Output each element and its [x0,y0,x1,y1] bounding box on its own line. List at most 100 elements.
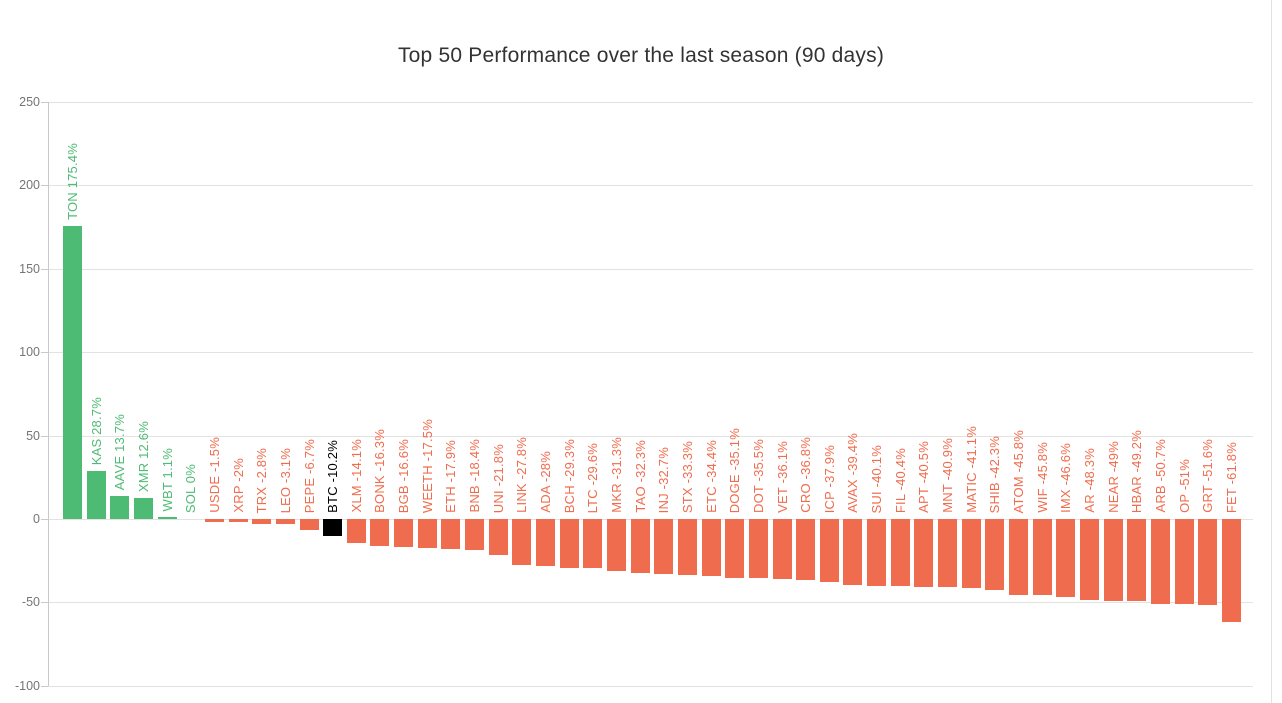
bar-bnb[interactable] [465,519,484,550]
bar-label-fil: FIL -40.4% [893,447,908,513]
bar-imx[interactable] [1056,519,1075,597]
bar-label-ltc: LTC -29.6% [585,442,600,513]
bar-avax[interactable] [843,519,862,585]
bar-label-grt: GRT -51.6% [1200,439,1215,513]
bar-label-hbar: HBAR -49.2% [1129,429,1144,513]
bar-doge[interactable] [725,519,744,578]
bar-eth[interactable] [441,519,460,549]
y-axis-tick-mark [41,185,48,186]
bar-label-mnt: MNT -40.9% [940,438,955,513]
bar-weeth[interactable] [418,519,437,548]
bar-xrp[interactable] [229,519,248,522]
bar-fil[interactable] [891,519,910,586]
gridline [48,102,1253,103]
bar-label-bgb: BGB -16.6% [396,438,411,513]
gridline [48,269,1253,270]
y-axis-tick-label: 250 [19,95,40,109]
bar-label-shib: SHIB -42.3% [987,435,1002,513]
bar-label-icp: ICP -37.9% [822,444,837,513]
bar-label-tao: TAO -32.3% [633,440,648,513]
bar-pepe[interactable] [300,519,319,530]
bar-wif[interactable] [1033,519,1052,595]
bar-bgb[interactable] [394,519,413,547]
bar-label-atom: ATOM -45.8% [1011,429,1026,513]
bar-label-near: NEAR -49% [1106,441,1121,513]
bar-mkr[interactable] [607,519,626,571]
bar-usde[interactable] [205,519,224,522]
bar-matic[interactable] [962,519,981,588]
bar-label-wif: WIF -45.8% [1035,442,1050,513]
bar-dot[interactable] [749,519,768,578]
bar-sui[interactable] [867,519,886,586]
bar-label-xrp: XRP -2% [231,458,246,513]
y-axis-tick-label: -100 [14,679,40,693]
y-axis-tick-label: 0 [33,512,40,526]
bar-inj[interactable] [654,519,673,574]
bar-uni[interactable] [489,519,508,555]
bar-wbt[interactable] [158,517,177,519]
bar-label-etc: ETC -34.4% [704,440,719,513]
bar-ada[interactable] [536,519,555,566]
y-axis-tick-label: 150 [19,262,40,276]
bar-etc[interactable] [702,519,721,576]
bar-shib[interactable] [985,519,1004,590]
y-axis-tick-label: -50 [21,595,40,609]
bar-stx[interactable] [678,519,697,575]
bar-hbar[interactable] [1127,519,1146,601]
bar-label-btc: BTC -10.2% [325,440,340,513]
bar-label-bch: BCH -29.3% [562,438,577,513]
bar-ton[interactable] [63,226,82,519]
bar-bch[interactable] [560,519,579,568]
bar-fet[interactable] [1222,519,1241,622]
bar-mnt[interactable] [938,519,957,587]
bar-label-avax: AVAX -39.4% [845,433,860,513]
bar-bonk[interactable] [370,519,389,546]
bar-ltc[interactable] [583,519,602,568]
bar-label-ada: ADA -28% [538,451,553,513]
bar-link[interactable] [512,519,531,565]
bar-label-cro: CRO -36.8% [798,437,813,513]
bar-leo[interactable] [276,519,295,524]
bar-btc[interactable] [323,519,342,536]
bar-label-fet: FET -61.8% [1224,441,1239,513]
bar-ar[interactable] [1080,519,1099,600]
gridline [48,352,1253,353]
bar-xlm[interactable] [347,519,366,543]
bar-near[interactable] [1104,519,1123,601]
bar-label-op: OP -51% [1177,459,1192,513]
bar-label-dot: DOT -35.5% [751,438,766,513]
bar-tao[interactable] [631,519,650,573]
bar-arb[interactable] [1151,519,1170,604]
y-axis-tick-mark [41,519,48,520]
y-axis-tick-label: 200 [19,178,40,192]
y-axis-tick-mark [41,352,48,353]
bar-label-ton: TON 175.4% [65,143,80,220]
bar-label-pepe: PEPE -6.7% [302,438,317,513]
bar-label-eth: ETH -17.9% [443,440,458,513]
y-axis-line [48,102,49,686]
bar-label-wbt: WBT 1.1% [160,447,175,512]
bar-atom[interactable] [1009,519,1028,595]
bar-aave[interactable] [110,496,129,519]
bar-label-bnb: BNB -18.4% [467,439,482,513]
bar-apt[interactable] [914,519,933,587]
bar-label-ar: AR -48.3% [1082,448,1097,513]
bar-label-kas: KAS 28.7% [89,396,104,465]
gridline [48,686,1253,687]
bar-label-vet: VET -36.1% [775,441,790,513]
y-axis-tick-label: 100 [19,345,40,359]
bar-label-uni: UNI -21.8% [491,443,506,513]
gridline [48,436,1253,437]
bar-label-trx: TRX -2.8% [254,447,269,513]
bar-cro[interactable] [796,519,815,580]
bar-kas[interactable] [87,471,106,519]
bar-icp[interactable] [820,519,839,582]
bar-trx[interactable] [252,519,271,524]
bar-op[interactable] [1175,519,1194,604]
bar-label-arb: ARB -50.7% [1153,439,1168,513]
bar-xmr[interactable] [134,498,153,519]
bar-vet[interactable] [773,519,792,579]
bar-grt[interactable] [1198,519,1217,605]
panel-divider [1271,0,1272,703]
